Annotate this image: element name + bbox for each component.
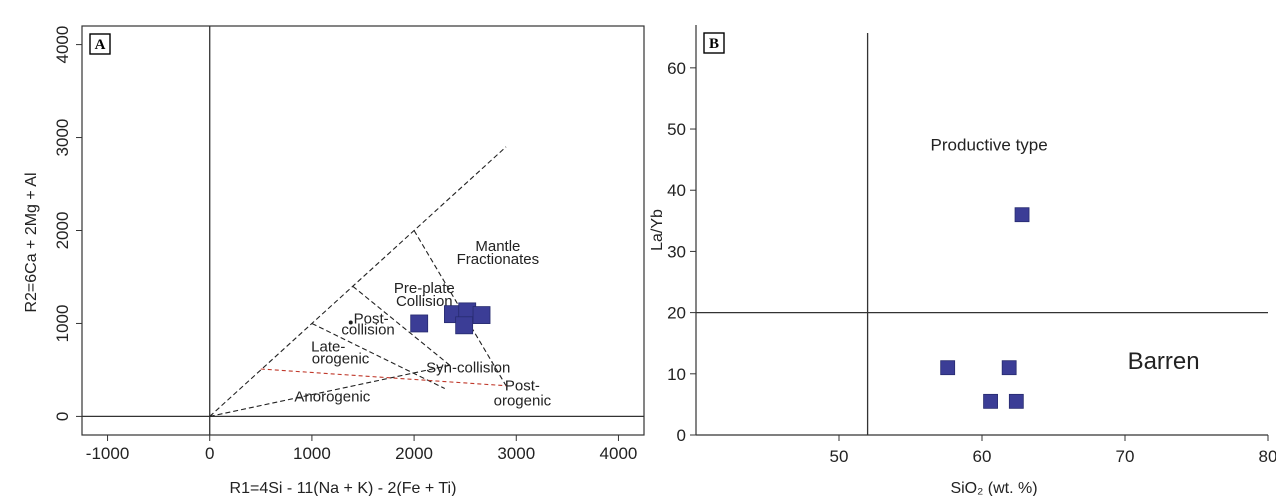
b-y-tick-label: 0	[677, 426, 686, 445]
a-region-label: Fractionates	[457, 251, 540, 268]
a-anorogenic-boundary	[260, 368, 507, 387]
panel-a-chart: -1000 0 1000 2000 3000 4000 0 1000 2000 3000 4000 R…	[23, 25, 645, 496]
b-x-tick-label: 70	[1116, 447, 1135, 466]
a-plot-frame	[81, 25, 645, 436]
b-x-tick-label: 80	[1259, 447, 1276, 466]
a-field-boundary	[209, 146, 507, 417]
b-data-point	[1008, 393, 1024, 409]
a-x-tick-label: 0	[205, 444, 214, 463]
a-y-tick-label: 0	[53, 412, 72, 421]
b-y-tick-label: 20	[667, 304, 686, 323]
a-data-point	[410, 314, 429, 333]
a-panel-letter: A	[95, 37, 106, 53]
a-data-point	[455, 316, 474, 335]
a-region-label: orogenic	[312, 350, 370, 367]
b-data-point	[983, 393, 998, 409]
b-region-label: Productive type	[931, 135, 1048, 154]
b-data-point	[1001, 360, 1017, 376]
b-y-tick-label: 50	[667, 120, 686, 139]
a-region-label: Anorogenic	[294, 389, 370, 406]
a-x-axis-title: R1=4Si - 11(Na + K) - 2(Fe + Ti)	[230, 480, 457, 496]
a-data-point	[472, 306, 491, 324]
b-y-tick-label: 10	[667, 365, 686, 384]
b-y-axis-title: La/Yb	[649, 209, 666, 251]
a-region-label: Post-	[505, 377, 540, 394]
a-y-tick-label: 4000	[53, 26, 72, 64]
b-x-axis-title: SiO₂ (wt. %)	[950, 480, 1037, 496]
a-region-label: orogenic	[494, 392, 552, 409]
b-x-tick-label: 50	[830, 447, 849, 466]
b-panel-letter: B	[709, 36, 719, 52]
a-y-tick-label: 1000	[53, 305, 72, 343]
a-panel-letter-box	[89, 33, 111, 55]
a-x-tick-label: 2000	[395, 444, 433, 463]
a-x-tick-label: -1000	[86, 444, 129, 463]
a-x-tick-label: 3000	[497, 444, 535, 463]
a-region-label: Mantle	[475, 238, 520, 255]
a-region-label: collision	[341, 322, 394, 339]
a-annotation-dot	[348, 320, 353, 325]
a-y-axis-title: R2=6Ca + 2Mg + Al	[23, 172, 40, 312]
b-y-tick-label: 30	[667, 242, 686, 261]
a-field-boundary	[311, 322, 445, 390]
a-region-label: Syn-collision	[426, 360, 510, 377]
a-region-label: Pre-plate	[394, 280, 455, 297]
a-region-label: Collision	[396, 293, 453, 310]
panel-b-chart: 50 60 70 80 0 10 20 30 40 50 60 SiO₂ (wt. %) La/Yb Pr…	[649, 25, 1276, 496]
a-x-tick-label: 1000	[293, 444, 331, 463]
a-region-label: Late-	[311, 338, 345, 355]
b-y-tick-label: 60	[667, 59, 686, 78]
a-y-tick-label: 3000	[53, 119, 72, 157]
b-data-point	[940, 360, 956, 376]
a-y-tick-label: 2000	[53, 212, 72, 250]
a-field-boundary	[209, 364, 450, 417]
b-x-tick-label: 60	[973, 447, 992, 466]
a-field-boundary	[352, 285, 451, 366]
b-data-point	[1014, 207, 1030, 223]
b-y-tick-label: 40	[667, 181, 686, 200]
a-region-label: Post-	[354, 310, 389, 327]
a-x-tick-label: 4000	[600, 444, 638, 463]
b-panel-letter-box	[703, 32, 725, 54]
b-region-label: Barren	[1128, 348, 1200, 375]
